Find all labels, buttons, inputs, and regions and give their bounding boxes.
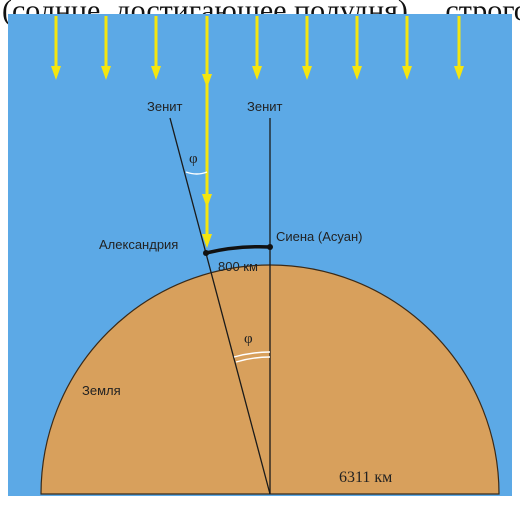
alexandria-label: Александрия	[99, 237, 178, 252]
sun-ray-arrow	[252, 16, 262, 80]
phi-label-top: φ	[189, 151, 198, 167]
bottom-frame	[0, 496, 520, 511]
zenith-label-right: Зенит	[247, 99, 283, 114]
sun-ray-arrow	[202, 16, 212, 248]
earth-label: Земля	[82, 383, 121, 398]
angle-arc-center-inner	[235, 356, 271, 363]
sun-ray-arrow	[51, 16, 61, 80]
sun-ray-arrow	[402, 16, 412, 80]
phi-label-center: φ	[244, 331, 253, 347]
arc-alexandria-syene	[205, 244, 271, 255]
syene-point	[267, 244, 273, 250]
zenith-label-left: Зенит	[147, 99, 183, 114]
alexandria-point	[203, 250, 209, 256]
sun-ray-arrow	[101, 16, 111, 80]
zenith-line-alexandria	[169, 117, 271, 495]
angle-arc-top	[185, 171, 208, 175]
syene-label: Сиена (Асуан)	[276, 229, 363, 244]
sun-rays	[51, 16, 464, 248]
top-strip	[0, 0, 520, 14]
sun-ray-arrow	[302, 16, 312, 80]
sun-ray-arrow	[352, 16, 362, 80]
radius-label: 6311 км	[339, 469, 392, 486]
sun-ray-arrow	[454, 16, 464, 80]
sun-ray-arrow	[151, 16, 161, 80]
arc-distance-label: 800 км	[218, 259, 258, 274]
angle-arc-center-outer	[233, 351, 271, 358]
